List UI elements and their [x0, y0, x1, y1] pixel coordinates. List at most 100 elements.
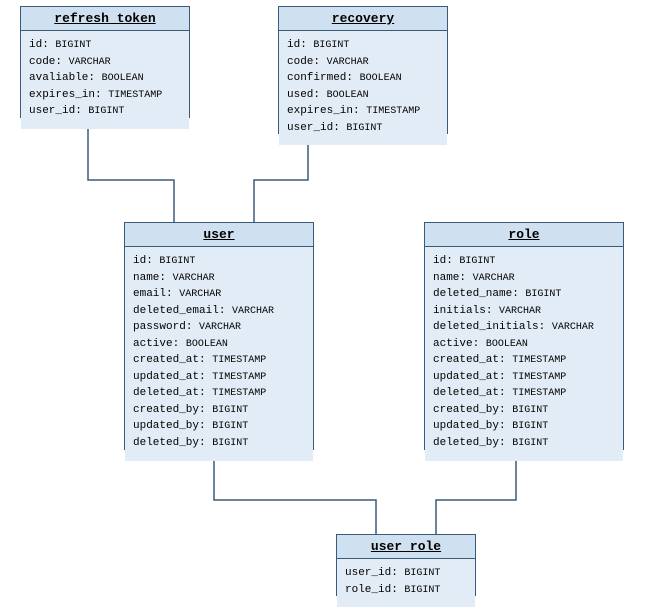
- field-type: BIGINT: [525, 289, 561, 300]
- field-row: name: VARCHAR: [433, 270, 615, 287]
- field-name: deleted_email: [133, 305, 219, 317]
- entity-title: refresh_token: [21, 7, 189, 31]
- field-name: user_id: [345, 567, 391, 579]
- field-separator: :: [166, 288, 179, 300]
- field-row: active: BOOLEAN: [133, 336, 305, 353]
- field-type: BIGINT: [313, 40, 349, 51]
- field-name: initials: [433, 305, 486, 317]
- field-separator: :: [159, 272, 172, 284]
- field-type: BOOLEAN: [186, 339, 228, 350]
- field-type: BIGINT: [212, 438, 248, 449]
- entity-body: id: BIGINTname: VARCHARemail: VARCHARdel…: [125, 247, 313, 461]
- field-name: user_id: [287, 122, 333, 134]
- field-separator: :: [199, 437, 212, 449]
- field-row: used: BOOLEAN: [287, 87, 439, 104]
- field-row: name: VARCHAR: [133, 270, 305, 287]
- field-row: updated_by: BIGINT: [433, 418, 615, 435]
- connector-user-user_role: [214, 450, 376, 534]
- field-type: BIGINT: [346, 123, 382, 134]
- field-separator: :: [199, 371, 212, 383]
- field-separator: :: [219, 305, 232, 317]
- field-type: TIMESTAMP: [212, 355, 266, 366]
- entity-body: id: BIGINT code: VARCHARconfirmed: BOOLEA…: [279, 31, 447, 145]
- field-row: code: VARCHAR: [287, 54, 439, 71]
- field-row: id: BIGINT: [29, 37, 181, 54]
- field-row: id: BIGINT: [133, 253, 305, 270]
- field-name: deleted_by: [133, 437, 199, 449]
- field-separator: :: [353, 105, 366, 117]
- field-row: created_by: BIGINT: [433, 402, 615, 419]
- field-type: VARCHAR: [473, 273, 515, 284]
- entity-body: id: BIGINTname: VARCHARdeleted_name: BIG…: [425, 247, 623, 461]
- field-row: user_id: BIGINT: [29, 103, 181, 120]
- field-name: id: [29, 39, 42, 51]
- entity-body: user_id: BIGINTrole_id: BIGINT: [337, 559, 475, 607]
- field-row: user_id: BIGINT: [345, 565, 467, 582]
- field-row: deleted_initials: VARCHAR: [433, 319, 615, 336]
- field-type: BIGINT: [88, 106, 124, 117]
- field-row: deleted_at: TIMESTAMP: [133, 385, 305, 402]
- field-name: id: [433, 255, 446, 267]
- field-separator: :: [499, 437, 512, 449]
- field-separator: :: [446, 255, 459, 267]
- field-type: VARCHAR: [199, 322, 241, 333]
- entity-user_role: user_roleuser_id: BIGINTrole_id: BIGINT: [336, 534, 476, 596]
- field-type: BIGINT: [212, 405, 248, 416]
- field-name: updated_at: [133, 371, 199, 383]
- field-name: user_id: [29, 105, 75, 117]
- entity-body: id: BIGINTcode: VARCHARavaliable: BOOLEA…: [21, 31, 189, 129]
- field-separator: :: [313, 89, 326, 101]
- entity-title: user: [125, 223, 313, 247]
- field-type: BOOLEAN: [327, 90, 369, 101]
- field-name: id: [287, 39, 300, 51]
- field-name: role_id: [345, 584, 391, 596]
- field-separator: :: [333, 122, 346, 134]
- field-separator: :: [88, 72, 101, 84]
- field-separator: :: [173, 338, 186, 350]
- field-type: BIGINT: [404, 568, 440, 579]
- field-name: deleted_at: [433, 387, 499, 399]
- field-type: TIMESTAMP: [108, 90, 162, 101]
- field-separator: :: [55, 56, 68, 68]
- field-row: updated_by: BIGINT: [133, 418, 305, 435]
- field-separator: :: [391, 567, 404, 579]
- field-row: expires_in: TIMESTAMP: [29, 87, 181, 104]
- field-type: BIGINT: [159, 256, 195, 267]
- field-row: deleted_by: BIGINT: [433, 435, 615, 452]
- field-name: active: [433, 338, 473, 350]
- field-separator: :: [512, 288, 525, 300]
- field-separator: :: [300, 39, 313, 51]
- field-separator: :: [473, 338, 486, 350]
- entity-role: roleid: BIGINTname: VARCHARdeleted_name:…: [424, 222, 624, 450]
- field-type: TIMESTAMP: [512, 355, 566, 366]
- field-name: created_by: [433, 404, 499, 416]
- entity-title: role: [425, 223, 623, 247]
- entity-user: userid: BIGINTname: VARCHARemail: VARCHA…: [124, 222, 314, 450]
- field-row: id: BIGINT: [433, 253, 615, 270]
- field-type: VARCHAR: [552, 322, 594, 333]
- connector-recovery-user: [254, 134, 308, 222]
- field-separator: :: [486, 305, 499, 317]
- field-separator: :: [499, 354, 512, 366]
- field-name: deleted_at: [133, 387, 199, 399]
- field-row: deleted_email: VARCHAR: [133, 303, 305, 320]
- field-row: initials: VARCHAR: [433, 303, 615, 320]
- field-row: role_id: BIGINT: [345, 582, 467, 599]
- field-type: TIMESTAMP: [512, 388, 566, 399]
- field-row: deleted_name: BIGINT: [433, 286, 615, 303]
- field-separator: :: [539, 321, 552, 333]
- field-separator: :: [346, 72, 359, 84]
- field-separator: :: [199, 404, 212, 416]
- field-type: TIMESTAMP: [366, 106, 420, 117]
- field-row: password: VARCHAR: [133, 319, 305, 336]
- field-type: BIGINT: [212, 421, 248, 432]
- field-name: deleted_initials: [433, 321, 539, 333]
- entity-refresh_token: refresh_tokenid: BIGINTcode: VARCHARaval…: [20, 6, 190, 118]
- field-name: code: [29, 56, 55, 68]
- field-type: VARCHAR: [69, 57, 111, 68]
- field-row: confirmed: BOOLEAN: [287, 70, 439, 87]
- field-name: password: [133, 321, 186, 333]
- field-type: BIGINT: [459, 256, 495, 267]
- field-separator: :: [499, 420, 512, 432]
- entity-title: recovery: [279, 7, 447, 31]
